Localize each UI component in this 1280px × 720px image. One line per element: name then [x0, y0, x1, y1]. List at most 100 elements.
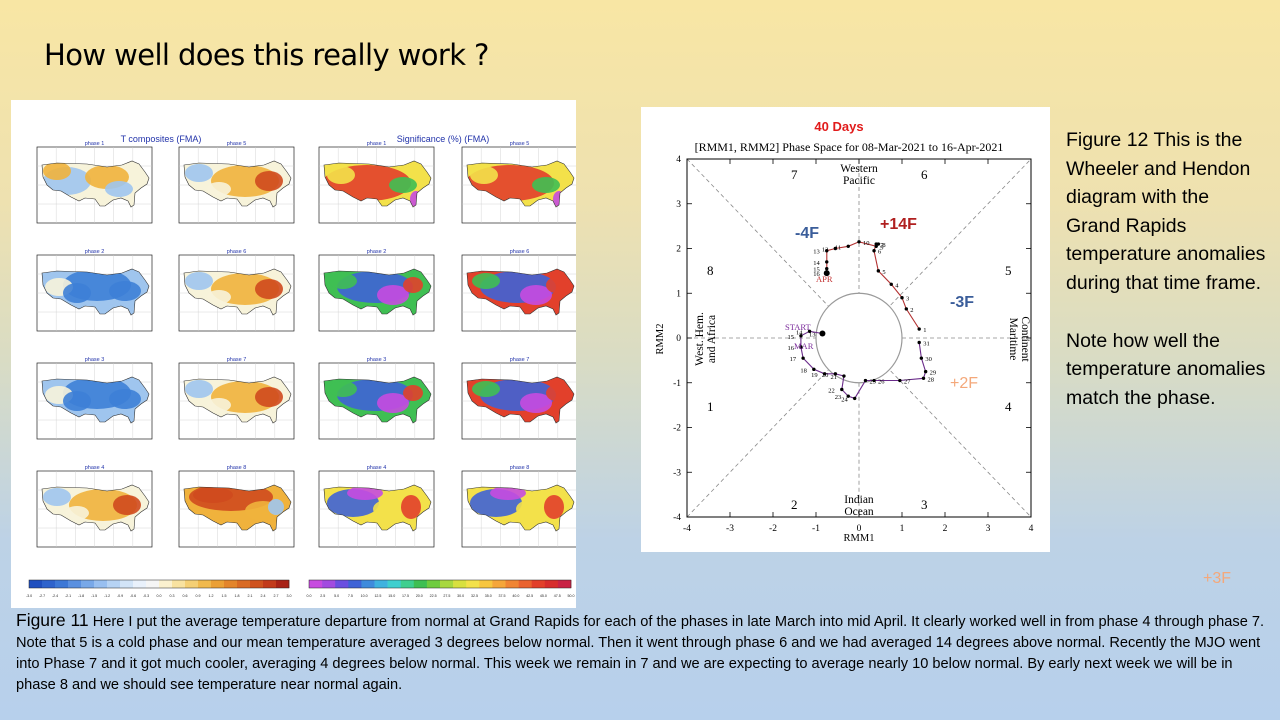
- phase-map-label: phase 4: [367, 465, 387, 471]
- trajectory-day-label: 1: [923, 327, 926, 334]
- colorbar-tick-label: 37.5: [499, 594, 506, 598]
- colorbar-swatch: [453, 580, 467, 588]
- trajectory-point: [872, 249, 876, 253]
- figure-12-paragraph-2: Note how well the temperature anomalies …: [1066, 329, 1266, 409]
- trajectory-point: [846, 394, 850, 398]
- usa-outline: [466, 160, 575, 208]
- x-tick-label: 0: [857, 524, 862, 534]
- region-label-left-2: and Africa: [706, 315, 718, 363]
- trajectory-point: [876, 269, 881, 273]
- phase-map-label: phase 7: [510, 357, 530, 363]
- trajectory-day-label: 16: [813, 271, 820, 278]
- phase-map-label: phase 3: [85, 357, 105, 363]
- anomaly-plus-2: +2F: [950, 375, 978, 392]
- colorbar-tick-label: 47.5: [554, 594, 561, 598]
- chart-title: [RMM1, RMM2] Phase Space for 08-Mar-2021…: [695, 140, 1004, 154]
- trajectory-point: [923, 369, 928, 374]
- trajectory-point: [898, 378, 902, 383]
- trajectory-day-label: 20: [822, 372, 829, 379]
- start-label: START: [785, 322, 812, 332]
- trajectory-day-label: 10: [863, 240, 870, 247]
- usa-outline: [41, 484, 150, 532]
- trajectory-point: [812, 367, 816, 372]
- trajectory-day-label: 13: [813, 249, 820, 256]
- march-label: MAR: [794, 341, 814, 351]
- trajectory-point: [846, 244, 850, 248]
- phase-map-label: phase 2: [85, 249, 105, 255]
- colorbar-tick-label: 40.0: [512, 594, 519, 598]
- colorbar-swatch: [237, 580, 251, 588]
- phase-map-label: phase 2: [367, 249, 387, 255]
- colorbar-swatch: [211, 580, 225, 588]
- colorbar-swatch: [348, 580, 362, 588]
- usa-outline: [323, 160, 432, 208]
- region-label-right-1: Maritime: [1007, 318, 1019, 361]
- trajectory-point: [917, 340, 921, 345]
- colorbar-tick-label: 2.4: [261, 594, 266, 598]
- colorbar-swatch: [276, 580, 290, 588]
- colorbar-swatch: [479, 580, 493, 588]
- colorbar-swatch: [492, 580, 506, 588]
- colorbar-tick-label: 20.0: [416, 594, 423, 598]
- trajectory-day-label: 14: [796, 329, 803, 336]
- colorbar-tick-label: 12.5: [374, 594, 381, 598]
- x-axis-label: RMM1: [844, 533, 875, 544]
- end-point-marker: [823, 270, 830, 277]
- trajectory-day-label: 5: [882, 269, 885, 276]
- region-label-bottom-2: Ocean: [844, 506, 874, 518]
- colorbar-tick-label: 5.0: [334, 594, 339, 598]
- colorbar-swatch: [518, 580, 532, 588]
- phase-map-label: phase 6: [227, 249, 247, 255]
- figure-12-description: Figure 12 This is the Wheeler and Hendon…: [1066, 126, 1266, 412]
- colorbar-tick-label: 0.0: [157, 594, 162, 598]
- colorbar-tick-label: 30.0: [457, 594, 464, 598]
- colorbar-tick-label: 27.5: [443, 594, 450, 598]
- phase-number-4: 4: [1005, 399, 1012, 414]
- trajectory-point: [921, 376, 926, 380]
- colorbar-tick-label: 32.5: [471, 594, 478, 598]
- figure-12-paragraph-1: Figure 12 This is the Wheeler and Hendon…: [1066, 129, 1266, 294]
- trajectory-day-label: 8: [882, 242, 885, 249]
- colorbar-swatch: [159, 580, 173, 588]
- trajectory-day-label: 12: [822, 247, 829, 254]
- trajectory-day-label: 24: [841, 396, 848, 403]
- usa-outline: [183, 376, 292, 424]
- colorbar-swatch: [133, 580, 147, 588]
- colorbar-swatch: [544, 580, 559, 588]
- phase-map: phase 5: [178, 141, 295, 224]
- floating-anomaly-label: +3F: [1203, 570, 1232, 587]
- trajectory-day-label: 15: [787, 334, 794, 341]
- trajectory-point: [857, 240, 861, 244]
- left-column-header: T composites (FMA): [121, 134, 202, 144]
- usa-outline: [466, 484, 575, 532]
- phase-map-label: phase 5: [510, 141, 530, 147]
- colorbar-tick-label: 15.0: [388, 594, 395, 598]
- trajectory-day-label: 13: [809, 332, 816, 339]
- x-tick-label: 1: [900, 524, 905, 534]
- colorbar-tick-label: 0.6: [183, 594, 188, 598]
- colorbar-swatch: [81, 580, 95, 588]
- usa-outline: [466, 376, 575, 424]
- colorbar-tick-label: 1.8: [235, 594, 240, 598]
- trajectory-day-label: 17: [790, 356, 797, 363]
- composites-map-grid: T composites (FMA) Significance (%) (FMA)…: [26, 134, 578, 598]
- usa-outline: [466, 268, 575, 316]
- colorbar-swatch: [29, 580, 43, 588]
- colorbar-swatch: [466, 580, 480, 588]
- colorbar-swatch: [426, 580, 441, 588]
- phase-number-3: 3: [921, 497, 928, 512]
- trajectory-day-label: 28: [928, 376, 935, 383]
- y-tick-label: -1: [673, 379, 681, 389]
- figure-11-caption: Figure 11 Here I put the average tempera…: [16, 610, 1266, 696]
- colorbar-tick-label: 7.5: [348, 594, 353, 598]
- trajectory-day-label: 2: [910, 307, 913, 314]
- phase-map: phase 8: [178, 465, 295, 548]
- rmm-phase-space-chart: 40 Days [RMM1, RMM2] Phase Space for 08-…: [655, 119, 1034, 544]
- right-column-header: Significance (%) (FMA): [397, 134, 490, 144]
- colorbar-tick-label: 3.0: [287, 594, 292, 598]
- trajectory-point: [904, 307, 908, 311]
- phase-number-1: 1: [707, 399, 714, 414]
- y-tick-label: -3: [673, 468, 681, 478]
- phase-map: phase 3: [36, 357, 153, 440]
- trajectory-point: [889, 282, 893, 286]
